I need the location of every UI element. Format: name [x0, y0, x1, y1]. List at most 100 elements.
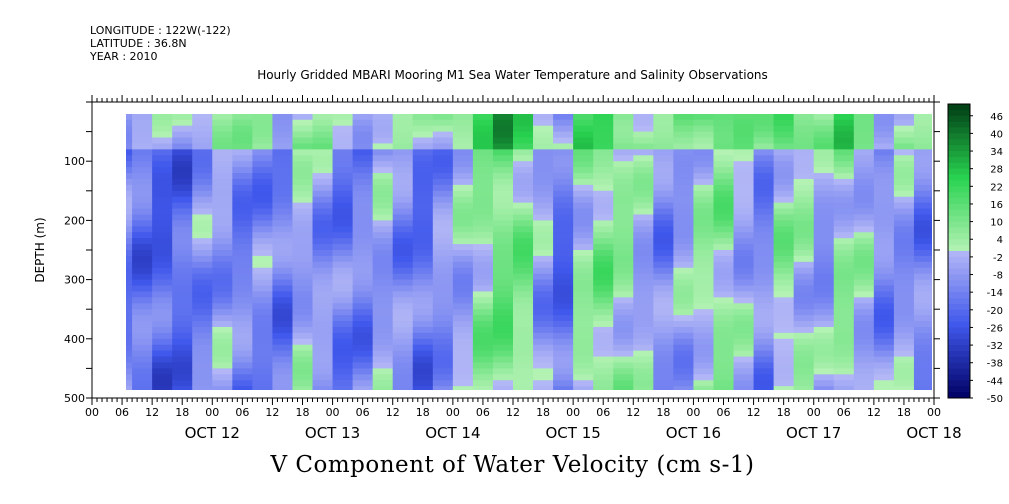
heatmap-cell	[713, 291, 735, 298]
heatmap-cell	[472, 208, 494, 216]
heatmap-cell	[593, 380, 614, 387]
heatmap-cell	[232, 143, 253, 150]
heatmap-cell	[673, 321, 695, 328]
heatmap-cell	[352, 374, 374, 381]
heatmap-cell	[452, 279, 474, 287]
heatmap-cell	[533, 297, 554, 304]
heatmap-cell	[272, 232, 294, 239]
heatmap-cell	[132, 315, 153, 322]
heatmap-cell	[873, 285, 895, 293]
heatmap-cell	[212, 285, 233, 293]
heatmap-cell	[352, 202, 374, 210]
heatmap-cell	[633, 303, 654, 310]
heatmap-cell	[172, 250, 193, 257]
heatmap-cell	[192, 297, 213, 304]
heatmap-cell	[132, 303, 153, 310]
heatmap-cell	[713, 285, 735, 293]
heatmap-cell	[893, 184, 915, 192]
heatmap-cell	[633, 362, 654, 369]
heatmap-cell	[513, 368, 534, 375]
heatmap-cell	[412, 303, 434, 310]
heatmap-cell	[833, 309, 855, 316]
heatmap-cell	[813, 137, 835, 145]
heatmap-cell	[553, 119, 574, 127]
heatmap-cell	[713, 196, 735, 204]
heatmap-cell	[472, 368, 494, 375]
heatmap-cell	[833, 202, 855, 210]
heatmap-cell	[633, 190, 654, 198]
heatmap-cell	[232, 350, 253, 358]
heatmap-cell	[913, 250, 932, 257]
heatmap-cell	[833, 297, 855, 304]
heatmap-cell	[713, 244, 735, 251]
heatmap-cell	[593, 374, 614, 381]
heatmap-cell	[653, 362, 674, 369]
heatmap-cell	[412, 149, 434, 156]
heatmap-cell	[793, 303, 815, 310]
heatmap-cell	[472, 232, 494, 239]
heatmap-cell	[312, 315, 334, 322]
heatmap-cell	[613, 255, 634, 263]
heatmap-cell	[152, 214, 173, 221]
colorbar-swatch	[948, 115, 970, 123]
heatmap-cell	[372, 374, 394, 381]
heatmap-cell	[893, 173, 915, 180]
heatmap-cell	[713, 279, 735, 287]
heatmap-cell	[452, 173, 474, 180]
heatmap-cell	[372, 338, 394, 346]
heatmap-cell	[713, 125, 735, 133]
heatmap-cell	[773, 356, 795, 364]
heatmap-cell	[573, 149, 594, 156]
heatmap-cell	[533, 173, 554, 180]
heatmap-cell	[332, 255, 354, 263]
heatmap-cell	[212, 362, 233, 369]
heatmap-cell	[693, 362, 715, 369]
heatmap-cell	[352, 173, 374, 180]
heatmap-cell	[793, 173, 815, 180]
colorbar-label: -26	[987, 323, 1003, 334]
heatmap-cell	[332, 279, 354, 287]
heatmap-cell	[472, 279, 494, 287]
heatmap-cell	[132, 131, 153, 139]
heatmap-cell	[873, 244, 895, 251]
heatmap-cell	[392, 380, 414, 387]
colorbar-label: -50	[987, 394, 1003, 405]
heatmap-cell	[733, 309, 755, 316]
heatmap-cell	[472, 125, 494, 133]
heatmap-cell	[412, 267, 434, 275]
heatmap-cell	[152, 356, 173, 364]
heatmap-cell	[292, 149, 314, 156]
heatmap-cell	[513, 226, 534, 233]
heatmap-cell	[312, 155, 334, 162]
heatmap-cell	[893, 285, 915, 293]
heatmap-cell	[312, 386, 334, 390]
heatmap-cell	[252, 149, 274, 156]
colorbar-swatch	[948, 227, 970, 234]
heatmap-cell	[132, 125, 153, 133]
heatmap-cell	[492, 238, 514, 245]
heatmap-cell	[292, 232, 314, 239]
heatmap-cell	[533, 321, 554, 328]
heatmap-cell	[573, 303, 594, 310]
heatmap-cell	[292, 338, 314, 346]
colorbar-swatch	[948, 151, 970, 158]
heatmap-cell	[372, 356, 394, 364]
heatmap-cell	[332, 309, 354, 316]
heatmap-cell	[753, 244, 775, 251]
heatmap-cell	[372, 386, 394, 390]
heatmap-cell	[553, 220, 574, 227]
heatmap-cell	[372, 202, 394, 210]
heatmap-cell	[432, 155, 454, 162]
heatmap-cell	[272, 143, 294, 150]
heatmap-cell	[352, 255, 374, 263]
heatmap-cell	[452, 137, 474, 145]
heatmap-cell	[126, 155, 133, 162]
heatmap-cell	[312, 161, 334, 168]
heatmap-cell	[533, 261, 554, 269]
heatmap-cell	[352, 143, 374, 150]
heatmap-cell	[793, 238, 815, 245]
heatmap-cell	[573, 332, 594, 340]
heatmap-cell	[452, 119, 474, 127]
heatmap-cell	[573, 244, 594, 251]
heatmap-cell	[126, 350, 133, 358]
